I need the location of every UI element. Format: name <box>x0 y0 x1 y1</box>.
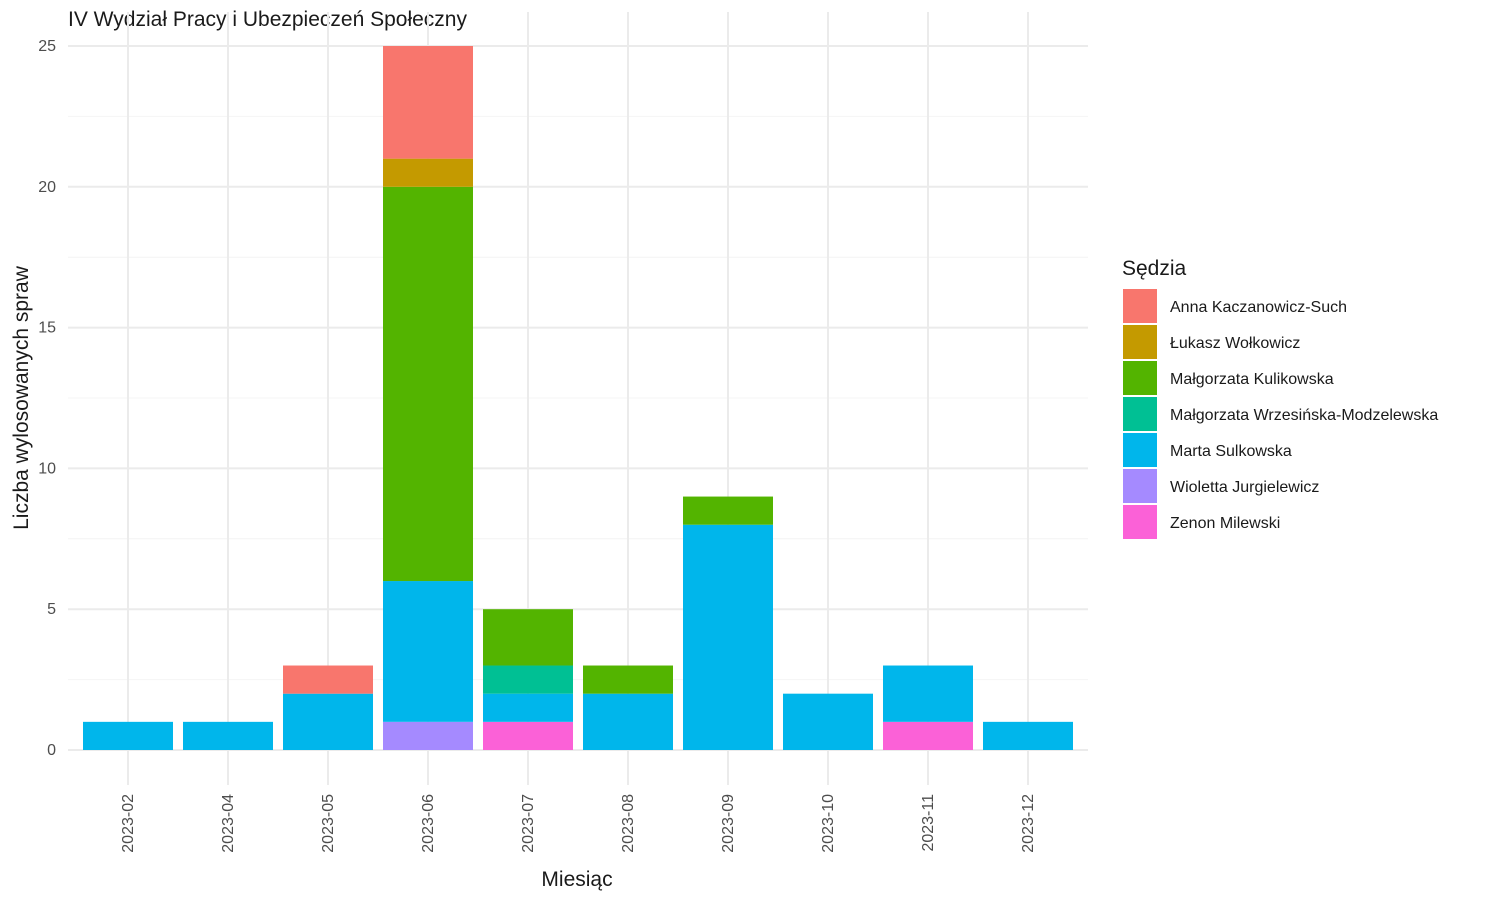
legend-swatch <box>1123 433 1157 467</box>
y-tick-label: 20 <box>38 179 56 196</box>
bar-segment <box>483 721 573 750</box>
legend-label: Anna Kaczanowicz-Such <box>1170 299 1347 316</box>
legend-label: Wioletta Jurgielewicz <box>1170 479 1319 496</box>
y-tick-label: 25 <box>38 38 56 55</box>
legend-swatch <box>1123 361 1157 395</box>
x-tick-label: 2023-09 <box>720 794 737 853</box>
y-tick-label: 0 <box>47 742 56 759</box>
legend-title: Sędzia <box>1122 257 1187 280</box>
legend-swatch <box>1123 397 1157 431</box>
legend-label: Małgorzata Wrzesińska-Modzelewska <box>1170 407 1438 424</box>
bar-segment <box>883 665 973 722</box>
bar-segment <box>483 609 573 666</box>
legend: Sędzia Anna Kaczanowicz-Such Łukasz Wołko… <box>1122 257 1438 539</box>
legend-swatch <box>1123 505 1157 539</box>
bar-segment <box>483 693 573 722</box>
bar-segment <box>83 721 173 750</box>
bar-segment <box>483 665 573 694</box>
bar-segment <box>383 721 473 750</box>
legend-label: Zenon Milewski <box>1170 515 1280 532</box>
bar-segment <box>783 693 873 750</box>
x-tick-label: 2023-06 <box>420 794 437 853</box>
bar-segment <box>683 524 773 750</box>
x-tick-label: 2023-11 <box>920 794 937 852</box>
legend-label: Małgorzata Kulikowska <box>1170 371 1334 388</box>
bars <box>83 46 1073 750</box>
bar-segment <box>283 693 373 750</box>
bar-segment <box>583 665 673 694</box>
legend-swatch <box>1123 469 1157 503</box>
y-axis-title: Liczba wylosowanych spraw <box>10 265 33 530</box>
legend-label: Marta Sulkowska <box>1170 443 1292 460</box>
bar-segment <box>383 46 473 159</box>
x-tick-label: 2023-04 <box>220 794 237 853</box>
x-tick-label: 2023-05 <box>320 794 337 853</box>
chart-title: IV Wydział Pracy i Ubezpieczeń Społeczny <box>68 8 467 31</box>
legend-swatch <box>1123 289 1157 323</box>
legend-swatch <box>1123 325 1157 359</box>
legend-label: Łukasz Wołkowicz <box>1170 335 1300 352</box>
y-axis-ticks: 0 5 10 15 20 25 <box>38 38 56 759</box>
bar-segment <box>183 721 273 750</box>
y-tick-label: 5 <box>47 601 56 618</box>
bar-segment <box>383 581 473 722</box>
x-tick-label: 2023-02 <box>120 794 137 853</box>
bar-segment <box>983 721 1073 750</box>
legend-items: Anna Kaczanowicz-Such Łukasz Wołkowicz Mał… <box>1123 289 1438 539</box>
x-axis-ticks: 2023-02 2023-04 2023-05 2023-06 2023-07 2023-… <box>120 794 1037 853</box>
bar-segment <box>383 158 473 187</box>
x-tick-label: 2023-12 <box>1020 794 1037 853</box>
bar-segment <box>583 693 673 750</box>
x-axis-title: Miesiąc <box>541 868 612 891</box>
bar-segment <box>383 186 473 582</box>
x-tick-label: 2023-08 <box>620 794 637 853</box>
x-tick-label: 2023-07 <box>520 794 537 853</box>
bar-segment <box>883 721 973 750</box>
x-tick-label: 2023-10 <box>820 794 837 853</box>
bar-segment <box>683 496 773 525</box>
y-tick-label: 10 <box>38 460 56 477</box>
bar-segment <box>283 665 373 694</box>
y-tick-label: 15 <box>38 320 56 337</box>
